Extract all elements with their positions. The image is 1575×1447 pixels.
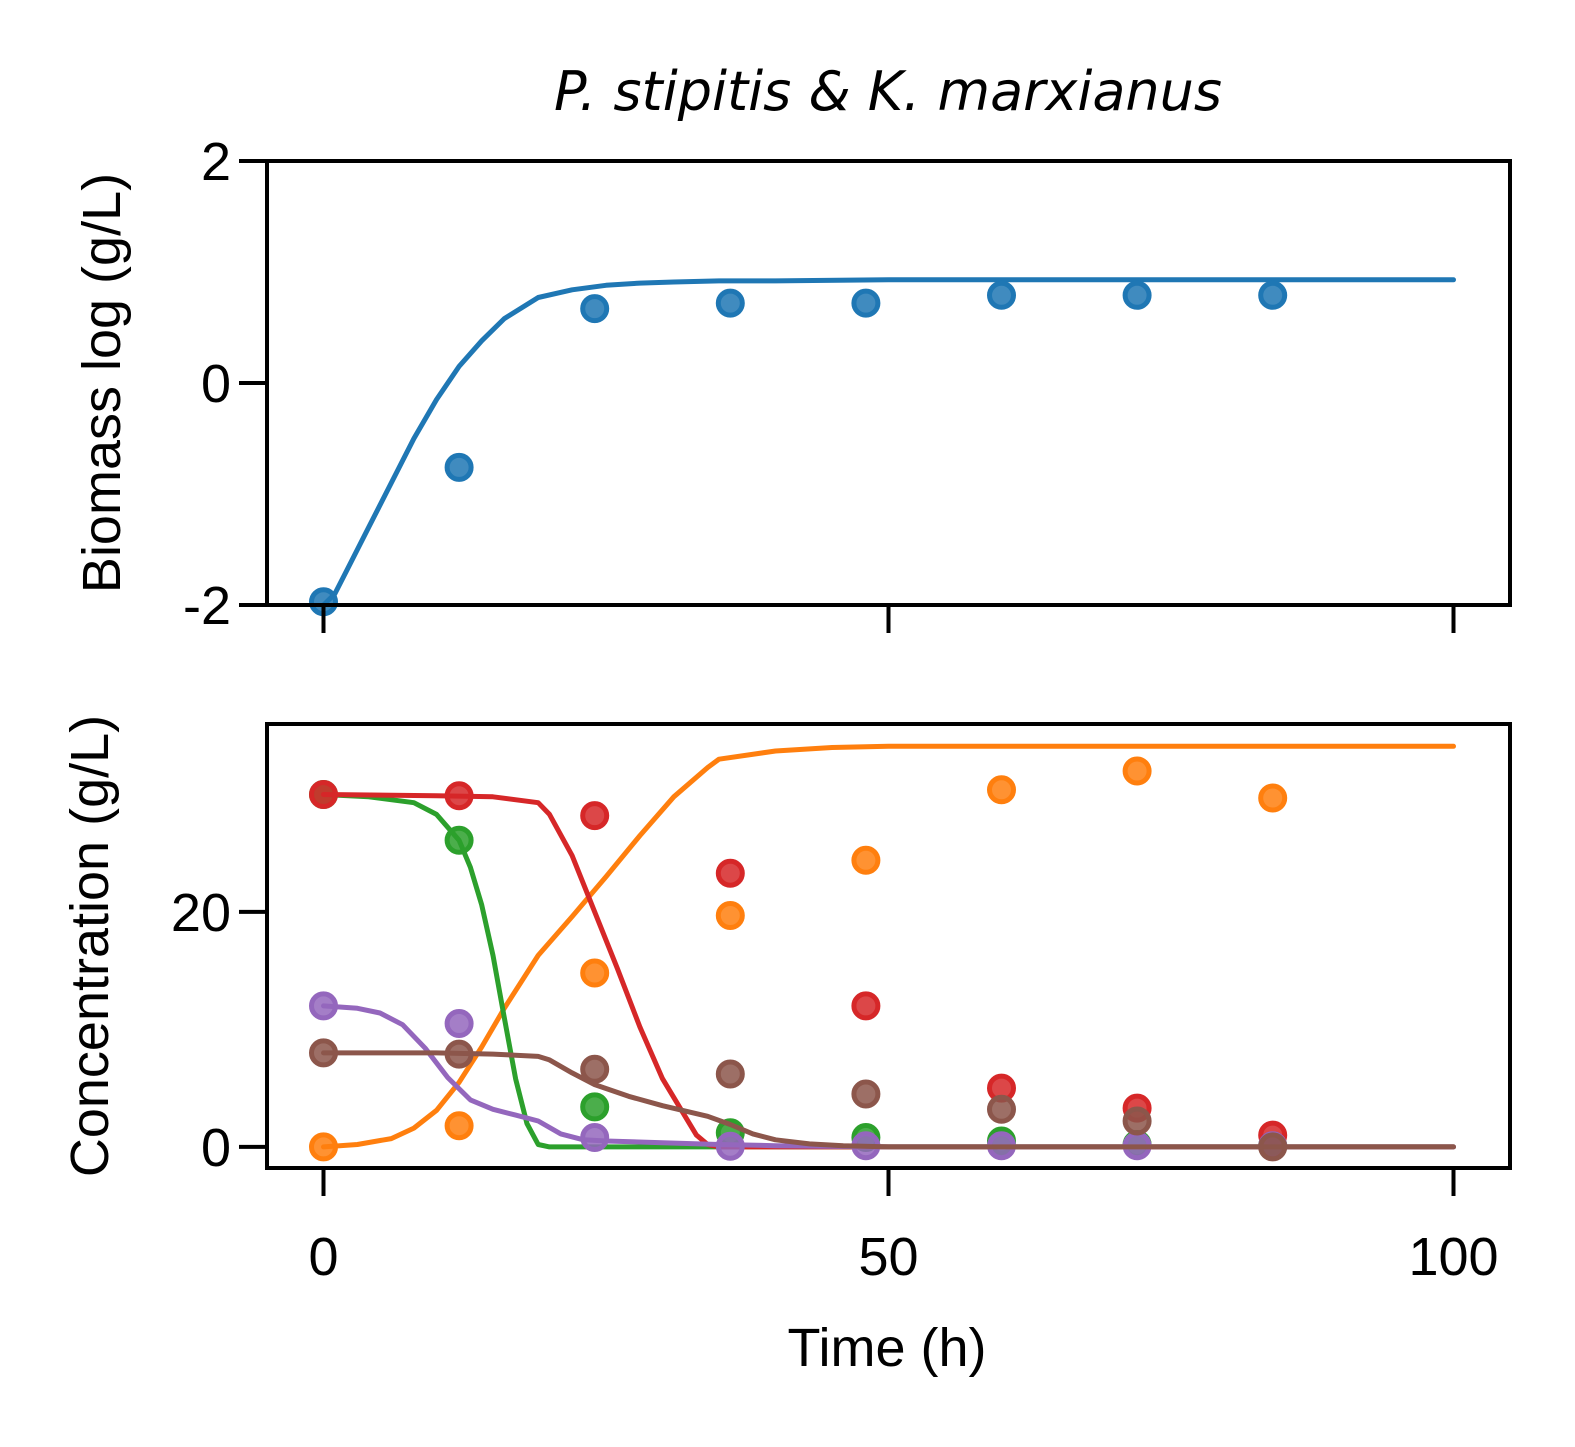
concentration-series-4-point [1258, 1132, 1288, 1162]
concentration-panel: 0 50 100 0 20 [171, 722, 1512, 1287]
concentration-x-tick-label: 50 [858, 1227, 918, 1287]
biomass-series-0-line [321, 277, 1456, 608]
concentration-series-2-point [851, 991, 881, 1021]
concentration-y-tick-label: 20 [171, 883, 231, 943]
concentration-series-2-point [309, 780, 338, 809]
biomass-series-0-point [1122, 280, 1152, 310]
concentration-y-tick-label: 0 [201, 1118, 231, 1178]
biomass-marks [309, 277, 1456, 617]
chart-title: P. stipitis & K. marxianus [554, 60, 1222, 123]
concentration-marks [309, 743, 1456, 1162]
concentration-series-0-point [444, 1111, 474, 1141]
concentration-series-4-point [309, 1038, 338, 1068]
concentration-series-4-point [851, 1079, 881, 1109]
concentration-series-4-point [715, 1059, 745, 1089]
concentration-series-3-point [580, 1123, 610, 1152]
concentration-series-2-point [580, 801, 610, 831]
concentration-series-2-point [715, 858, 745, 888]
concentration-series-2-point [444, 781, 474, 811]
biomass-series-0-point [1258, 280, 1288, 310]
concentration-series-3-point [444, 1009, 474, 1038]
biomass-ticks: -2 0 2 [183, 132, 1456, 636]
biomass-y-tick-label: -2 [183, 576, 231, 636]
concentration-series-1-point [580, 1092, 610, 1122]
y-axis-label-biomass: Biomass log (g/L) [72, 173, 132, 593]
concentration-x-tick-label: 0 [308, 1227, 338, 1287]
concentration-series-0-point [851, 845, 881, 875]
concentration-series-0-point [715, 901, 745, 930]
x-axis-label: Time (h) [788, 1318, 987, 1378]
concentration-series-0-line [321, 743, 1456, 1150]
concentration-series-0-point [1258, 783, 1288, 813]
concentration-series-4-line [321, 1050, 1456, 1150]
biomass-series-0-point [851, 288, 881, 318]
concentration-x-tick-label: 100 [1408, 1227, 1498, 1287]
concentration-series-0-point [580, 958, 610, 988]
biomass-y-tick-label: 0 [201, 354, 231, 414]
biomass-series-0-point [987, 280, 1016, 310]
y-axis-label-concentration: Concentration (g/L) [60, 715, 120, 1177]
concentration-series-1-point [444, 825, 474, 855]
concentration-series-0-point [1122, 756, 1152, 786]
concentration-series-4-point [444, 1039, 474, 1069]
concentration-ticks: 0 50 100 0 20 [171, 883, 1499, 1287]
concentration-series-4-point [580, 1054, 610, 1084]
concentration-series-4-point [1122, 1106, 1152, 1136]
concentration-series-0-point [309, 1132, 338, 1162]
biomass-series-0-point [715, 288, 745, 318]
concentration-series-0-point [987, 775, 1016, 805]
biomass-series-0-point [444, 452, 474, 482]
concentration-series-3-point [715, 1131, 745, 1161]
biomass-y-tick-label: 2 [201, 132, 231, 192]
concentration-series-3-point [309, 991, 338, 1021]
biomass-series-0-point [580, 294, 610, 324]
concentration-series-4-point [987, 1094, 1016, 1124]
biomass-panel: -2 0 2 [183, 132, 1512, 636]
